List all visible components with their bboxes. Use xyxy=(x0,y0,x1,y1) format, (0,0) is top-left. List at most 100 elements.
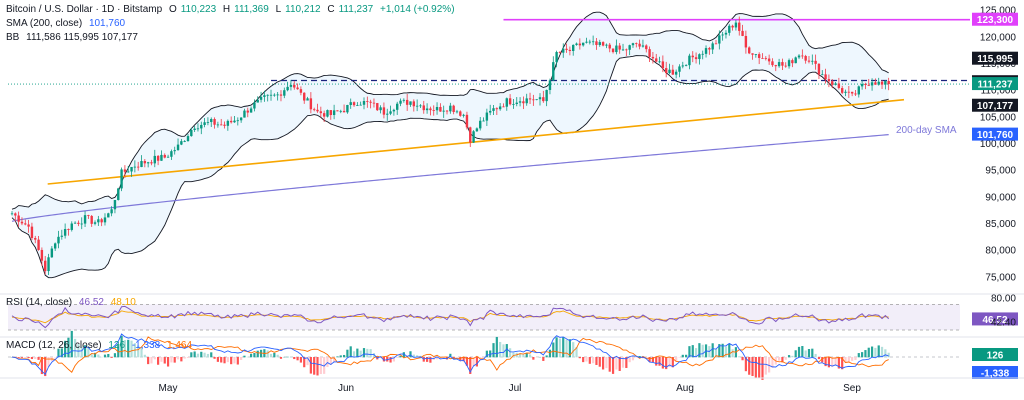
macd-hist-bar xyxy=(303,357,306,368)
macd-hist-bar xyxy=(698,343,701,358)
macd-hist-bar xyxy=(17,357,20,358)
candle-body xyxy=(369,101,372,103)
macd-line xyxy=(11,333,889,376)
y-tick-label: 85,000 xyxy=(985,219,1016,230)
candle-body xyxy=(299,89,303,93)
candle-body xyxy=(100,219,103,223)
candle-body xyxy=(668,69,671,73)
close-value: 111,237 xyxy=(338,4,374,15)
candle-body xyxy=(286,86,289,91)
macd-hist-bar xyxy=(777,357,781,361)
candle-body xyxy=(220,124,223,126)
macd-hist-bar xyxy=(861,352,864,358)
macd-hist-bar xyxy=(47,357,50,367)
macd-hist-bar xyxy=(140,347,143,358)
macd-hist-bar xyxy=(512,352,515,358)
rsi-header[interactable]: RSI (14, close) 46.52 48.10 xyxy=(6,297,140,308)
candle-body xyxy=(127,171,130,173)
candle-body xyxy=(356,105,359,106)
macd-hist-bar xyxy=(688,346,691,358)
candle-body xyxy=(767,58,771,62)
candle-body xyxy=(874,82,877,85)
macd-hist-bar xyxy=(841,357,844,370)
macd-hist-bar xyxy=(249,353,253,358)
candle-body xyxy=(183,141,186,142)
macd-hist-bar xyxy=(751,357,754,377)
candle-body xyxy=(694,57,698,60)
candle-body xyxy=(674,71,678,75)
macd-hist-bar xyxy=(366,348,369,358)
candle-body xyxy=(508,98,512,105)
macd-hist-bar xyxy=(143,354,146,358)
macd-hist-bar xyxy=(64,340,67,358)
macd-hist-bar xyxy=(213,357,216,359)
candle-body xyxy=(495,108,499,110)
macd-hist-bar xyxy=(851,357,854,361)
macd-hist-bar xyxy=(864,350,867,358)
sma-header[interactable]: SMA (200, close) 101,760 xyxy=(6,18,129,29)
macd-hist-bar xyxy=(90,354,93,358)
macd-hist-bar xyxy=(568,339,571,358)
candle-body xyxy=(548,80,552,90)
candle-body xyxy=(146,162,150,164)
macd-badge xyxy=(972,366,1018,379)
candle-body xyxy=(575,43,578,45)
time-axis: May Jun Jul Aug Sep xyxy=(0,377,1024,394)
macd-hist-bar xyxy=(160,357,163,362)
price-badge-label: 111,237 xyxy=(977,80,1012,91)
macd-hist-bar xyxy=(675,357,678,362)
candle-body xyxy=(781,62,784,66)
macd-hist-bar xyxy=(479,357,482,359)
candle-body xyxy=(359,104,362,106)
candle-body xyxy=(601,42,605,46)
candle-body xyxy=(465,114,469,128)
macd-hist-bar xyxy=(180,357,183,362)
macd-hist-bar xyxy=(83,345,87,358)
macd-hist-bar xyxy=(837,357,840,369)
macd-hist-bar xyxy=(582,357,585,363)
macd-hist-bar xyxy=(359,350,362,358)
candle-body xyxy=(777,62,781,67)
macd-hist-bar xyxy=(615,357,618,370)
macd-hist-bar xyxy=(548,349,552,358)
candle-body xyxy=(322,113,326,117)
macd-hist-bar xyxy=(60,348,63,358)
macd-hist-bar xyxy=(575,347,578,358)
candle-body xyxy=(293,84,296,88)
candle-body xyxy=(482,120,485,122)
macd-hist-bar xyxy=(781,357,784,363)
candle-body xyxy=(40,249,44,261)
macd-hist-bar xyxy=(333,357,336,363)
bb-header[interactable]: BB 111,586 115,995 107,177 xyxy=(6,32,142,43)
rsi-legend-label: RSI (14, close) xyxy=(6,297,73,308)
candle-body xyxy=(814,60,817,64)
macd-hist-bar xyxy=(120,335,123,358)
candle-body xyxy=(691,55,694,58)
candle-body xyxy=(170,151,173,157)
macd-header[interactable]: MACD (12, 26, close) 126 -1,338 1,464 xyxy=(6,340,196,351)
macd-hist-bar xyxy=(269,353,273,358)
macd-hist-bar xyxy=(618,357,621,371)
macd-hist-bar xyxy=(691,345,694,358)
macd-hist-bar xyxy=(313,357,316,375)
macd-hist-bar xyxy=(113,353,117,358)
macd-hist-bar xyxy=(621,357,625,368)
candle-body xyxy=(399,100,402,104)
candle-body xyxy=(80,223,83,225)
candle-body xyxy=(180,141,183,145)
macd-hist-bar xyxy=(329,357,332,365)
candle-body xyxy=(452,105,455,112)
candle-body xyxy=(485,112,489,121)
candle-body xyxy=(562,48,565,53)
macd-hist-bar xyxy=(210,352,213,358)
macd-hist-bar xyxy=(429,357,432,363)
candle-body xyxy=(389,111,392,114)
macd-hist-bar xyxy=(316,357,319,376)
bb-legend-values: 111,586 115,995 107,177 xyxy=(26,32,138,43)
candle-body xyxy=(366,101,369,102)
macd-hist-bar xyxy=(794,350,797,358)
candle-body xyxy=(90,215,93,224)
candle-body xyxy=(193,128,196,130)
candle-body xyxy=(502,106,505,108)
